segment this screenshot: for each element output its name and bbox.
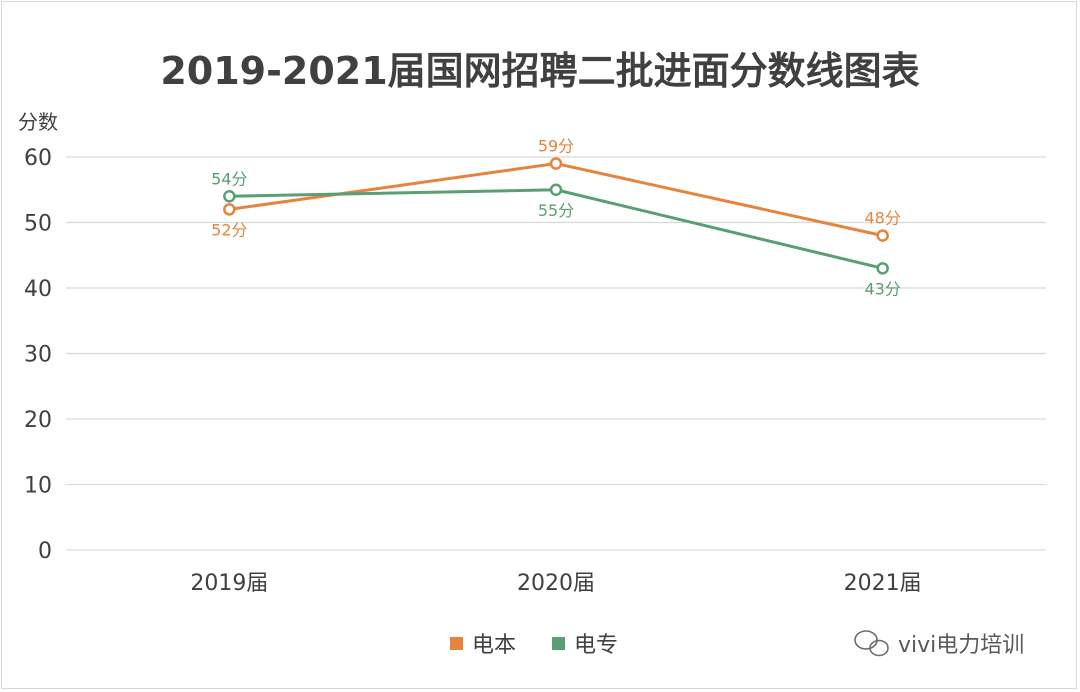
y-tick-label: 50 [24, 212, 52, 237]
wechat-icon [854, 630, 889, 657]
data-label: 52分 [211, 220, 247, 239]
data-point [876, 262, 889, 275]
y-axis-title: 分数 [18, 110, 58, 134]
chart-title: 2019-2021届国网招聘二批进面分数线图表 [160, 49, 919, 93]
x-tick-label: 2020届 [517, 571, 595, 596]
data-label: 48分 [864, 209, 900, 228]
data-point [223, 190, 236, 203]
watermark: vivi电力培训 [854, 630, 1024, 658]
data-point [549, 157, 563, 170]
y-tick-label: 0 [38, 539, 52, 564]
legend-swatch-2 [552, 637, 565, 650]
y-tick-label: 60 [24, 146, 52, 171]
data-label: 43分 [864, 279, 900, 298]
data-point [549, 183, 563, 196]
series-group: 52分 54分 59分 55分 48分 43分 [211, 137, 901, 299]
data-label: 55分 [538, 201, 574, 220]
data-point [223, 203, 236, 216]
data-label: 54分 [211, 169, 247, 188]
gridlines [66, 156, 1046, 551]
legend-label-2: 电专 [574, 633, 618, 658]
y-tick-label: 40 [24, 277, 52, 302]
watermark-text: vivi电力培训 [898, 633, 1024, 658]
y-tick-label: 20 [24, 408, 52, 433]
y-axis-ticks: 0 10 20 30 40 50 60 [24, 146, 52, 564]
data-label: 59分 [538, 137, 574, 156]
legend-label-1: 电本 [472, 633, 516, 658]
legend: 电本 电专 [450, 633, 618, 658]
y-tick-label: 10 [24, 474, 52, 499]
x-axis-ticks: 2019届 2020届 2021届 [190, 571, 921, 596]
x-tick-label: 2019届 [190, 571, 268, 596]
x-tick-label: 2021届 [844, 571, 922, 596]
y-tick-label: 30 [24, 343, 52, 368]
series-line-1 [229, 162, 883, 238]
legend-swatch-1 [450, 637, 463, 650]
data-point [876, 229, 889, 242]
